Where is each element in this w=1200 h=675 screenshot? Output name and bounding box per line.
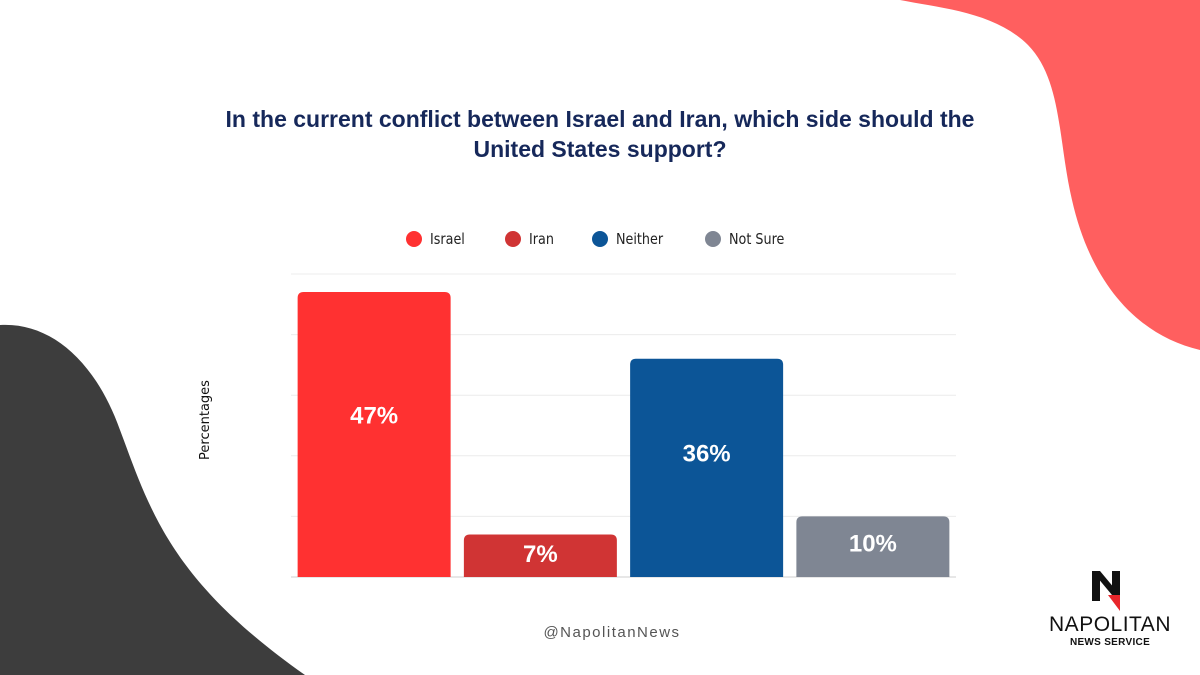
legend-swatch-iran [504,231,521,247]
bar-israel [297,292,451,577]
data-label-not-sure: 10% [849,530,897,557]
social-handle: @NapolitanNews [543,624,681,641]
legend-item-not-sure: Not Sure [705,230,794,248]
bar-iran [463,534,617,577]
logo-name: NAPOLITAN [1049,613,1171,636]
data-label-israel: 47% [350,403,398,430]
chart-title: In the current conflict between Israel a… [225,106,975,162]
legend-label-not-sure: Not Sure [729,230,785,248]
legend-swatch-israel [405,231,422,247]
legend-label-iran: Iran [528,230,554,248]
chart-legend: Israel Iran Neither Not Sure [0,230,1200,248]
napolitan-logo: NAPOLITAN NEWS SERVICE [1030,565,1190,655]
logo-subtitle: NEWS SERVICE [1069,637,1151,648]
legend-swatch-neither [591,231,608,247]
bar-neither [630,358,784,577]
legend-label-neither: Neither [615,230,663,248]
data-label-neither: 36% [683,441,731,468]
bar-not-sure [796,516,950,577]
legend-swatch-not-sure [705,231,722,247]
legend-item-iran: Iran [504,230,558,248]
napolitan-n-logo-icon [1092,571,1120,611]
bottom-left-decorative-blob [0,324,305,675]
legend-item-neither: Neither [591,230,671,248]
data-label-iran: 7% [523,541,558,568]
legend-item-israel: Israel [405,230,471,248]
legend-label-israel: Israel [429,230,465,248]
top-right-decorative-blob [900,0,1200,350]
